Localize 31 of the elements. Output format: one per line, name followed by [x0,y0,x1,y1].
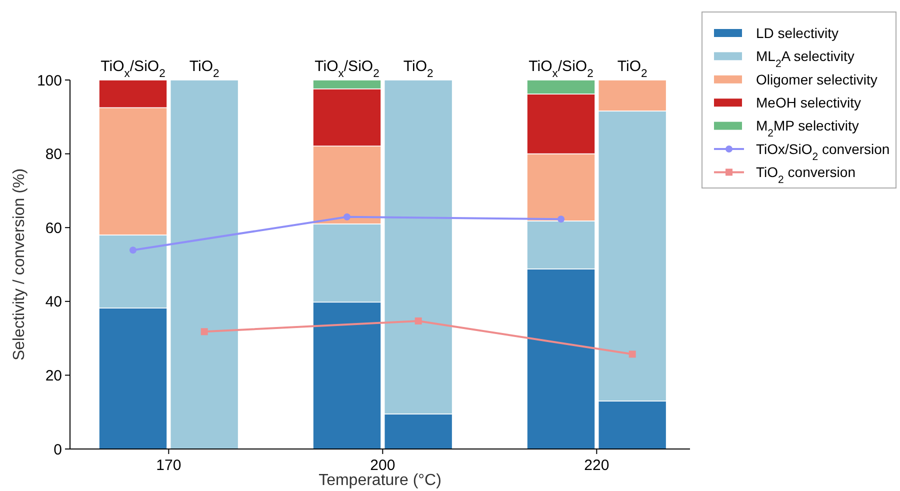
y-tick-label: 100 [36,72,62,90]
x-tick-label: TiO$_{2}$ [617,58,648,80]
point [558,216,564,223]
legend-label: LD selectivity [756,24,838,41]
legend-label: M$_{2}$MP selectivity [756,118,859,140]
bar [170,80,239,450]
x-axis-title: Temperature (°C) [318,472,442,489]
x-tick-label: TiO$_{x}$/SiO$_{2}$ [100,58,166,80]
y-tick-label: 60 [45,220,62,237]
point [414,317,422,324]
y-tick-label: 0 [54,441,62,458]
point [130,246,136,254]
point [628,350,636,358]
y-tick-label: 80 [45,146,62,164]
y-tick-label: 20 [45,367,62,384]
x-tick-label: TiO$_{x}$/SiO$_{2}$ [528,58,594,80]
text: 220 [584,457,610,474]
legend-label: Oligomer selectivity [756,71,878,88]
legend-label: ML$_{2}$A selectivity [756,48,854,70]
legend-label: TiOx/SiO$_{2}$ conversion [756,140,890,163]
x-tick-label: TiO$_{2}$ [403,58,434,80]
legend-label: TiO$_{2}$ conversion [756,164,856,186]
x-tick-label: TiO$_{2}$ [189,58,220,80]
point [344,213,350,220]
text: 200 [370,457,396,474]
y-axis-title: Selectivity / conversion (%) [11,168,28,361]
x-tick-label: TiO$_{x}$/SiO$_{2}$ [314,58,380,80]
legend-label: MeOH selectivity [756,94,862,110]
y-tick-label: 40 [45,294,62,311]
point [200,328,208,336]
text: 170 [156,457,182,474]
